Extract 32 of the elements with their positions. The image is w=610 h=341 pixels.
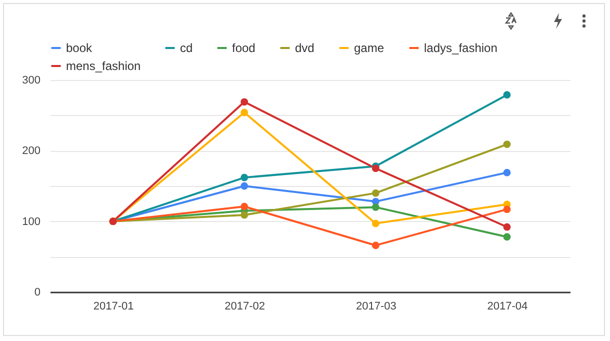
point (372, 189, 380, 197)
point (240, 108, 248, 116)
point (240, 98, 248, 106)
y-tick-label: 100 (22, 216, 40, 228)
point (503, 206, 511, 214)
legend-label: cd (180, 41, 193, 55)
point (372, 164, 380, 172)
x-tick-label: 2017-01 (93, 300, 134, 312)
y-tick-label: 0 (34, 286, 40, 298)
legend-label: dvd (295, 41, 314, 55)
point (240, 202, 248, 210)
legend-label: book (66, 41, 94, 55)
y-tick-label: 200 (22, 145, 40, 158)
point (503, 140, 511, 148)
legend-label: food (232, 41, 256, 55)
legend-label: game (354, 41, 384, 55)
y-tick-label: 300 (22, 74, 40, 86)
point (372, 204, 380, 211)
point (240, 182, 248, 190)
point (503, 168, 511, 176)
x-tick-label: 2017-04 (487, 300, 528, 312)
legend-label: ladys_fashion (424, 41, 498, 55)
legend-label: mens_fashion (66, 59, 141, 73)
x-tick-label: 2017-03 (356, 300, 396, 312)
x-tick-label: 2017-02 (224, 300, 266, 312)
point (240, 174, 248, 182)
point (503, 223, 511, 231)
point (372, 242, 380, 250)
point (240, 211, 248, 219)
point (503, 91, 511, 99)
point (503, 233, 511, 241)
point (372, 220, 380, 228)
